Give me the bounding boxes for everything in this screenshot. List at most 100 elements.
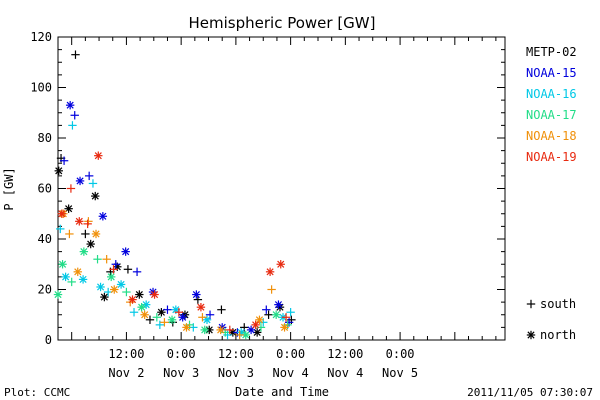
data-point-noaa-19-north: [196, 302, 206, 312]
x-tick-date-label: Nov 2: [108, 366, 144, 380]
data-point-noaa-17-south: [67, 277, 76, 287]
data-point-noaa-17-north: [53, 290, 63, 299]
data-point-noaa-15-south: [163, 305, 172, 314]
data-point-noaa-16-south: [129, 308, 139, 317]
data-point-noaa-17-south: [152, 313, 162, 322]
data-point-metp-02-south: [81, 229, 90, 239]
x-tick-time-label: 12:00: [218, 347, 254, 361]
data-point-noaa-17-south: [122, 287, 131, 297]
symbol-legend-north: north: [526, 328, 576, 342]
data-point-noaa-19-south: [109, 265, 118, 274]
data-point-noaa-18-south: [102, 255, 111, 264]
x-tick-date-label: Nov 3: [218, 366, 254, 380]
data-point-noaa-15-north: [75, 176, 85, 186]
y-tick-label: 120: [30, 30, 52, 44]
x-tick-time-label: 12:00: [327, 347, 363, 361]
data-point-noaa-18-north: [182, 323, 191, 332]
data-point-noaa-15-south: [111, 260, 120, 269]
data-point-noaa-17-north: [200, 325, 209, 335]
data-point-metp-02-south: [217, 305, 226, 314]
data-point-noaa-16-north: [61, 272, 70, 282]
y-tick-label: 20: [38, 283, 52, 297]
data-point-noaa-15-north: [192, 290, 201, 299]
data-point-metp-02-south: [264, 310, 273, 319]
data-point-noaa-19-south: [225, 325, 235, 335]
data-point-metp-02-north: [54, 166, 63, 176]
data-point-noaa-18-south: [235, 330, 244, 340]
x-tick-time-label: 0:00: [386, 347, 415, 361]
data-point-noaa-17-north: [79, 247, 89, 256]
data-point-noaa-15-south: [132, 267, 142, 277]
data-point-noaa-19-south: [83, 219, 92, 229]
x-tick-date-label: Nov 4: [273, 366, 309, 380]
legend-entry-noaa-18: NOAA-18: [526, 129, 577, 143]
data-point-noaa-19-north: [251, 320, 260, 330]
data-point-noaa-16-north: [78, 275, 88, 284]
data-point-noaa-19-north: [276, 260, 285, 269]
data-point-noaa-16-south: [286, 308, 295, 317]
data-point-noaa-15-south: [84, 171, 94, 181]
x-tick-date-label: Nov 4: [327, 366, 363, 380]
data-point-noaa-19-south: [281, 313, 291, 322]
legend-entry-noaa-15: NOAA-15: [526, 66, 577, 80]
data-point-noaa-15-south: [70, 111, 79, 120]
data-point-noaa-19-north: [57, 209, 67, 218]
data-point-noaa-18-north: [255, 315, 264, 324]
symbol-legend-label: north: [540, 328, 576, 342]
data-point-noaa-18-north: [280, 323, 289, 332]
x-tick-time-label: 12:00: [108, 347, 144, 361]
data-point-noaa-19-north: [150, 290, 159, 299]
data-point-noaa-16-south: [56, 224, 65, 234]
data-point-noaa-18-south: [65, 229, 74, 239]
data-point-noaa-18-north: [110, 285, 119, 294]
data-point-noaa-17-north: [107, 272, 116, 282]
legend-entry-noaa-17: NOAA-17: [526, 108, 577, 122]
data-point-noaa-15-north: [65, 100, 75, 110]
x-axis-label: Date and Time: [235, 385, 329, 399]
data-point-noaa-16-south: [88, 179, 98, 188]
data-point-noaa-17-south: [93, 255, 102, 264]
data-point-noaa-19-north: [75, 217, 84, 226]
data-point-noaa-16-south: [68, 121, 77, 130]
data-point-noaa-19-south: [174, 308, 184, 317]
data-point-noaa-15-north: [274, 300, 283, 309]
data-point-noaa-16-north: [116, 280, 126, 289]
data-point-noaa-18-north: [216, 325, 225, 335]
data-points: [53, 50, 296, 340]
symbol-legend-label: south: [540, 297, 576, 311]
data-point-metp-02-north: [91, 191, 100, 201]
y-tick-label: 80: [38, 131, 52, 145]
x-tick-time-label: 0:00: [167, 347, 196, 361]
symbol-legend: south north: [526, 297, 576, 342]
x-tick-time-label: 0:00: [276, 347, 305, 361]
data-point-noaa-17-north: [167, 315, 177, 324]
legend-entry-noaa-16: NOAA-16: [526, 87, 577, 101]
data-point-noaa-17-north: [58, 260, 67, 269]
chart-title: Hemispheric Power [GW]: [189, 14, 376, 32]
data-point-noaa-15-south: [262, 305, 271, 314]
x-tick-date-label: Nov 3: [163, 366, 199, 380]
data-point-noaa-18-south: [160, 318, 169, 327]
data-point-metp-02-north: [135, 290, 144, 299]
data-point-noaa-18-south: [198, 313, 207, 322]
y-axis-label: P [GW]: [2, 167, 16, 210]
symbol-legend-south: south: [526, 297, 576, 311]
plot-frame: [57, 36, 506, 341]
legend-entry-metp-02: METP-02: [526, 45, 577, 59]
data-point-noaa-19-north: [128, 295, 137, 304]
y-tick-label: 40: [38, 232, 52, 246]
plot-source: Plot: CCMC: [4, 386, 70, 399]
data-point-noaa-18-north: [140, 310, 149, 319]
data-point-noaa-17-north: [271, 310, 281, 319]
data-point-noaa-18-north: [91, 229, 101, 239]
plot-timestamp: 2011/11/05 07:30:07: [467, 386, 593, 399]
data-point-metp-02-north: [86, 239, 95, 249]
data-point-noaa-16-north: [96, 282, 105, 292]
legend-entry-noaa-19: NOAA-19: [526, 150, 577, 164]
data-point-metp-02-south: [145, 315, 155, 324]
x-tick-date-label: Nov 5: [382, 366, 418, 380]
data-point-noaa-17-north: [137, 302, 146, 312]
x-axis: 12:00 Nov 2 0:00 Nov 3 12:00 Nov 3 0:00 Nov 4 12…: [57, 37, 497, 380]
y-axis: 0 20 40 60 80 100 120: [30, 30, 505, 347]
